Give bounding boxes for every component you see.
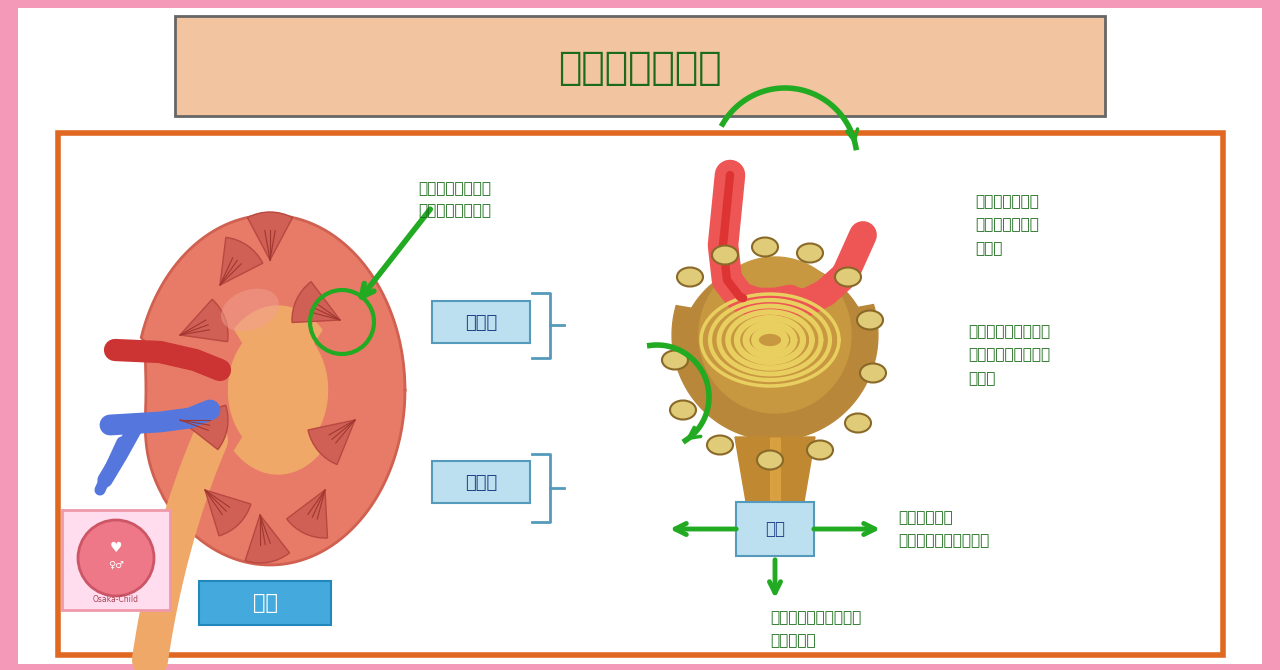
Ellipse shape xyxy=(677,267,703,287)
Text: 腎臓: 腎臓 xyxy=(252,593,278,613)
Text: 不要なものが尿として
排泄される: 不要なものが尿として 排泄される xyxy=(771,610,861,648)
FancyBboxPatch shape xyxy=(736,502,814,556)
Bar xyxy=(175,16,1105,116)
Ellipse shape xyxy=(669,401,696,419)
Circle shape xyxy=(78,520,154,596)
Wedge shape xyxy=(308,420,355,464)
Wedge shape xyxy=(292,281,340,322)
Bar xyxy=(61,510,170,610)
Bar xyxy=(58,133,1222,655)
Text: 老廃物をふくんだ
血液が腎臓に到達: 老廃物をふくんだ 血液が腎臓に到達 xyxy=(419,182,492,218)
Ellipse shape xyxy=(860,364,886,383)
Wedge shape xyxy=(180,299,228,342)
Text: 尿細管: 尿細管 xyxy=(465,474,497,492)
FancyBboxPatch shape xyxy=(433,301,530,343)
FancyBboxPatch shape xyxy=(433,461,530,503)
Wedge shape xyxy=(180,405,228,450)
Ellipse shape xyxy=(707,436,733,454)
Wedge shape xyxy=(205,490,251,536)
Text: きれいになった
血球が体の中に
もどる: きれいになった 血球が体の中に もどる xyxy=(975,194,1039,256)
Text: 糸球体: 糸球体 xyxy=(465,314,497,332)
Ellipse shape xyxy=(756,450,783,470)
Ellipse shape xyxy=(712,245,739,265)
Ellipse shape xyxy=(797,243,823,263)
Ellipse shape xyxy=(806,440,833,460)
Polygon shape xyxy=(735,437,815,525)
Polygon shape xyxy=(229,306,328,474)
Text: Osaka-Child: Osaka-Child xyxy=(93,596,140,604)
Ellipse shape xyxy=(845,413,870,433)
Wedge shape xyxy=(220,237,262,285)
Ellipse shape xyxy=(221,289,279,332)
Ellipse shape xyxy=(753,237,778,257)
Polygon shape xyxy=(699,257,851,413)
Ellipse shape xyxy=(858,310,883,330)
FancyBboxPatch shape xyxy=(198,581,332,625)
Ellipse shape xyxy=(835,267,861,287)
Text: ♀♂: ♀♂ xyxy=(108,560,124,570)
Wedge shape xyxy=(287,490,328,538)
Text: 腎臓のはたらき: 腎臓のはたらき xyxy=(558,49,722,87)
Ellipse shape xyxy=(662,350,689,369)
Wedge shape xyxy=(247,212,293,260)
Wedge shape xyxy=(246,515,289,563)
Text: 原尿: 原尿 xyxy=(765,520,785,538)
Text: 必要なものが
体の中に再吸収される: 必要なものが 体の中に再吸収される xyxy=(899,510,989,548)
Polygon shape xyxy=(672,261,878,440)
Text: 老廃物や有害物質・
余分な水などがろ過
される: 老廃物や有害物質・ 余分な水などがろ過 される xyxy=(968,324,1050,386)
Text: ♥: ♥ xyxy=(110,541,123,555)
Polygon shape xyxy=(141,215,404,565)
